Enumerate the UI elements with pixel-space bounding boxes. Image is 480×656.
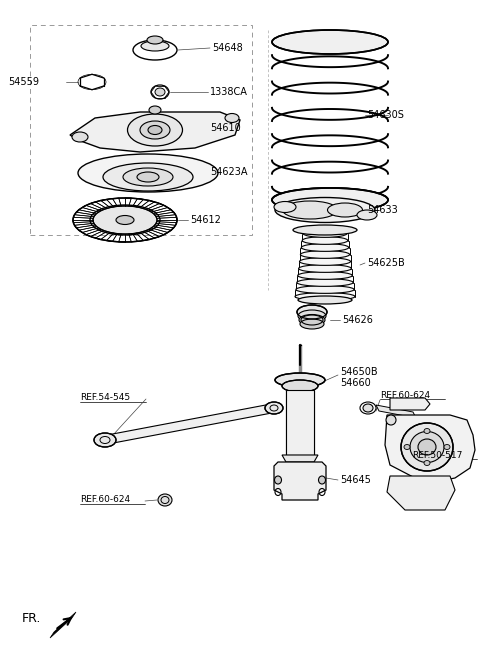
Ellipse shape [299,264,351,272]
Ellipse shape [298,272,352,279]
Ellipse shape [274,201,296,213]
Text: 1338CA: 1338CA [210,87,248,97]
Text: 54660: 54660 [340,378,371,388]
Ellipse shape [327,203,362,217]
Ellipse shape [272,30,388,54]
Text: REF.54-545: REF.54-545 [80,394,130,403]
Ellipse shape [401,423,453,471]
Text: 54630S: 54630S [367,110,404,120]
Ellipse shape [386,415,396,425]
Text: 54612: 54612 [190,215,221,225]
Text: FR.: FR. [22,612,41,625]
Ellipse shape [418,439,436,455]
Ellipse shape [155,88,165,96]
Ellipse shape [424,461,430,466]
Ellipse shape [300,258,350,265]
Ellipse shape [297,279,353,287]
Text: 54610: 54610 [210,123,241,133]
Text: REF.60-624: REF.60-624 [80,495,130,504]
Polygon shape [274,462,326,500]
Ellipse shape [357,210,377,220]
Ellipse shape [90,205,160,235]
Ellipse shape [272,188,388,212]
Text: 54625B: 54625B [367,258,405,268]
Polygon shape [282,455,318,462]
Ellipse shape [424,428,430,434]
Ellipse shape [363,404,373,412]
Ellipse shape [149,106,161,114]
Text: 54623A: 54623A [210,167,248,177]
Ellipse shape [275,476,281,484]
Ellipse shape [298,310,326,322]
Text: 54648: 54648 [212,43,243,53]
Ellipse shape [301,243,348,251]
Polygon shape [387,476,455,510]
Ellipse shape [283,201,337,219]
Ellipse shape [295,293,355,300]
Ellipse shape [410,432,444,462]
Ellipse shape [296,285,354,293]
Ellipse shape [300,251,349,258]
Ellipse shape [137,172,159,182]
Ellipse shape [72,132,88,142]
Ellipse shape [302,237,348,244]
Ellipse shape [123,168,173,186]
Ellipse shape [298,296,352,304]
Text: 54645: 54645 [340,475,371,485]
Polygon shape [376,405,416,418]
Polygon shape [102,404,277,444]
Ellipse shape [404,445,410,449]
Polygon shape [385,415,475,482]
Bar [30,25,252,235]
Ellipse shape [103,163,193,191]
Ellipse shape [300,319,324,329]
Ellipse shape [319,476,325,484]
Ellipse shape [147,36,163,44]
Ellipse shape [282,380,318,392]
Ellipse shape [275,373,325,387]
Ellipse shape [78,154,218,192]
Ellipse shape [225,113,239,123]
Ellipse shape [265,402,283,414]
Ellipse shape [303,230,347,237]
Ellipse shape [148,125,162,134]
Polygon shape [286,390,314,455]
Ellipse shape [444,445,450,449]
Ellipse shape [94,433,116,447]
Text: REF.60-624: REF.60-624 [380,390,430,400]
Ellipse shape [140,121,170,139]
Ellipse shape [158,494,172,506]
Text: 54559: 54559 [8,77,39,87]
Polygon shape [390,398,430,410]
Text: 54633: 54633 [367,205,398,215]
Ellipse shape [299,314,325,325]
Ellipse shape [293,225,357,235]
Text: 54626: 54626 [342,315,373,325]
Text: 54650B: 54650B [340,367,378,377]
Ellipse shape [297,305,327,319]
Polygon shape [50,612,76,638]
Ellipse shape [116,216,134,224]
Ellipse shape [141,41,169,51]
Text: REF.50-517: REF.50-517 [412,451,462,459]
Polygon shape [70,112,240,152]
Ellipse shape [128,114,182,146]
Ellipse shape [275,197,375,222]
